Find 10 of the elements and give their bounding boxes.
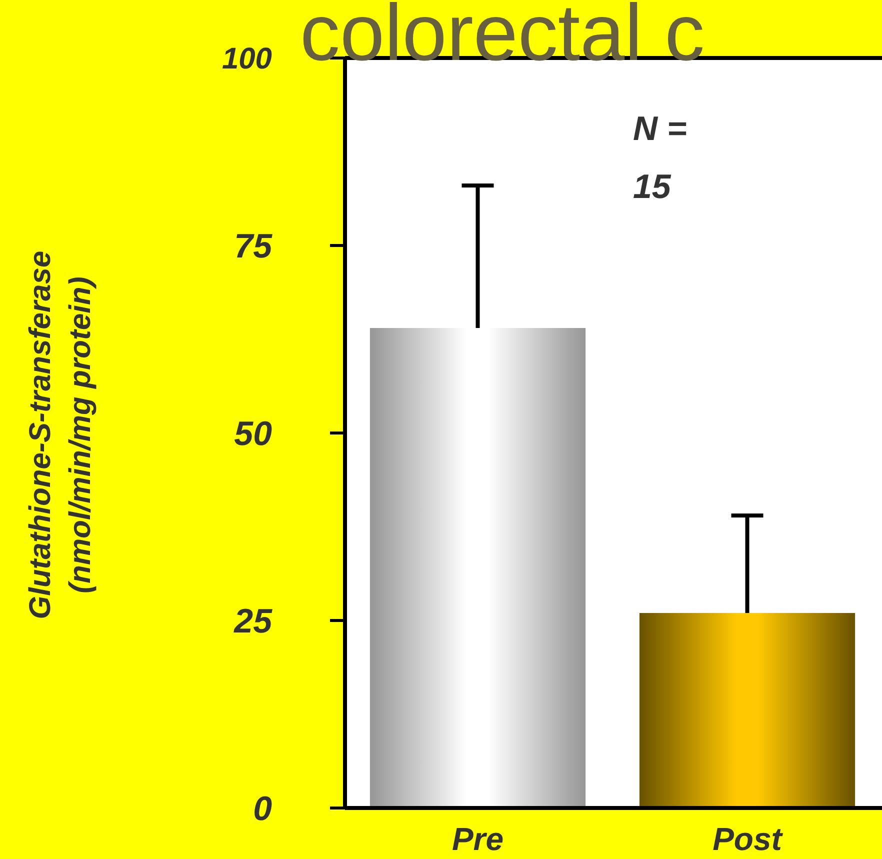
y-tick-label: 0 — [253, 790, 272, 828]
x-tick-label: Post — [712, 821, 784, 857]
annotation: N = 15 — [633, 110, 687, 206]
y-axis-title: Glutathione-S-transferase (nmol/min/mg protein) — [24, 250, 97, 620]
chart-title: colorectal c — [300, 0, 705, 77]
y-tick-label: 100 — [222, 42, 272, 76]
x-tick-label: Pre — [452, 821, 504, 857]
y-tick-label: 25 — [233, 602, 274, 640]
y-tick-label: 50 — [234, 414, 272, 453]
y-tick-label: 75 — [234, 227, 274, 266]
